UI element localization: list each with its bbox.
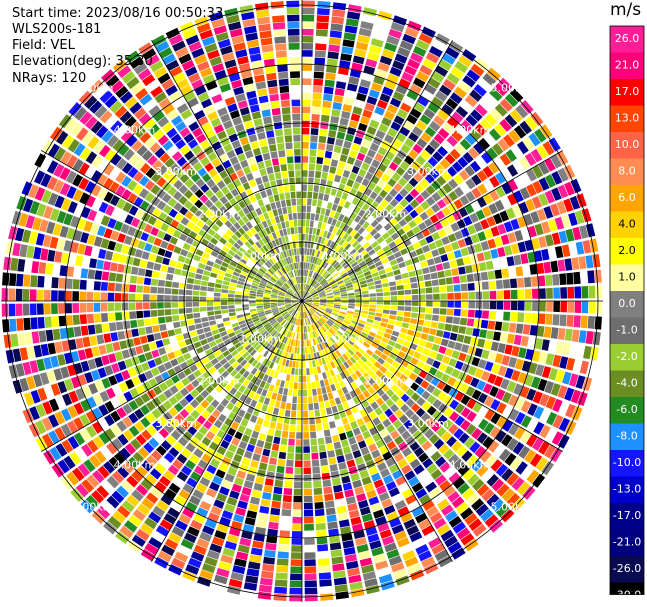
colorbar-tick-label: -26.0 (613, 562, 641, 575)
colorbar-tick-label: -21.0 (613, 536, 641, 549)
range-ring-label: 4.00km (449, 123, 491, 136)
colorbar-segment (610, 52, 644, 79)
range-ring-label: 2.00km (198, 374, 240, 387)
colorbar-segment (610, 582, 644, 595)
colorbar-tick-label: 10.0 (615, 138, 640, 151)
field-label: Field: VEL (12, 38, 75, 53)
colorbar-tick-label: -8.0 (616, 430, 637, 443)
colorbar-tick-label: 6.0 (618, 191, 636, 204)
radar-sweep (1, 0, 603, 602)
colorbar-tick-label: -13.0 (613, 483, 641, 496)
colorbar-segment (610, 450, 644, 477)
colorbar-tick-label: -6.0 (616, 403, 637, 416)
colorbar-segment (610, 397, 644, 424)
colorbar-segment (610, 291, 644, 318)
colorbar-tick-label: 0.0 (618, 297, 636, 310)
colorbar-tick-label: -1.0 (616, 324, 637, 337)
colorbar-tick-label: -2.0 (616, 350, 637, 363)
colorbar-tick-label: -10.0 (613, 456, 641, 469)
range-ring-label: 1.00km (323, 333, 365, 346)
colorbar-tick-label: 13.0 (615, 112, 640, 125)
range-ring-label: 1.00km (240, 249, 282, 262)
azimuth-line (151, 40, 453, 562)
range-ring-label: 1.00km (240, 333, 282, 346)
range-ring-label: 3.00km (155, 417, 197, 430)
range-ring-label: 3.00km (407, 417, 449, 430)
start-time-label: Start time: 2023/08/16 00:50:33 (12, 6, 224, 21)
colorbar-segment (610, 264, 644, 291)
colorbar-segment (610, 529, 644, 556)
colorbar-segment (610, 26, 644, 53)
range-ring-label: 2.00km (365, 208, 407, 221)
range-ring-label: 3.00km (155, 165, 197, 178)
colorbar-segment (610, 556, 644, 583)
colorbar-segment (610, 105, 644, 132)
range-ring-label: 5.00km (491, 500, 533, 513)
colorbar-segment (610, 79, 644, 106)
colorbar-tick-label: 26.0 (615, 32, 640, 45)
colorbar-tick-label: 17.0 (615, 85, 640, 98)
colorbar-tick-label: 8.0 (618, 165, 636, 178)
instrument-label: WLS200s-181 (12, 22, 102, 37)
colorbar-segment (610, 503, 644, 530)
colorbar-tick-label: -30.0 (613, 589, 641, 602)
colorbar-segment (610, 423, 644, 450)
colorbar-tick-label: -17.0 (613, 509, 641, 522)
range-ring-label: 4.00km (114, 459, 156, 472)
range-ring-label: 4.00km (114, 123, 156, 136)
colorbar-segment (610, 185, 644, 212)
colorbar-frame (609, 25, 645, 595)
colorbar-segment (610, 317, 644, 344)
colorbar-segment (610, 476, 644, 503)
colorbar-segment (610, 211, 644, 238)
colorbar-segment (610, 370, 644, 397)
colorbar-segment (610, 132, 644, 159)
range-ring-label: 4.00km (449, 459, 491, 472)
colorbar-tick-label: -4.0 (616, 377, 637, 390)
range-ring-label: 2.00km (198, 208, 240, 221)
nrays-label: NRays: 120 (12, 71, 87, 86)
range-ring-label: 2.00km (365, 374, 407, 387)
colorbar-segment (610, 238, 644, 265)
colorbar-tick-label: 21.0 (615, 59, 640, 72)
colorbar-segment (610, 344, 644, 371)
range-ring-label: 5.00km (72, 82, 114, 95)
colorbar-tick-label: 2.0 (618, 244, 636, 257)
colorbar-tick-label: 4.0 (618, 218, 636, 231)
elevation-label: Elevation(deg): 35.30 (12, 54, 153, 69)
colorbar-segment (610, 158, 644, 185)
range-ring-label: 3.00km (407, 165, 449, 178)
range-ring-label: 5.00km (491, 82, 533, 95)
range-ring-label: 5.00km (72, 500, 114, 513)
range-ring-label: 1.00km (323, 249, 365, 262)
colorbar-unit: m/s (610, 0, 642, 20)
colorbar-tick-label: 1.0 (618, 271, 636, 284)
